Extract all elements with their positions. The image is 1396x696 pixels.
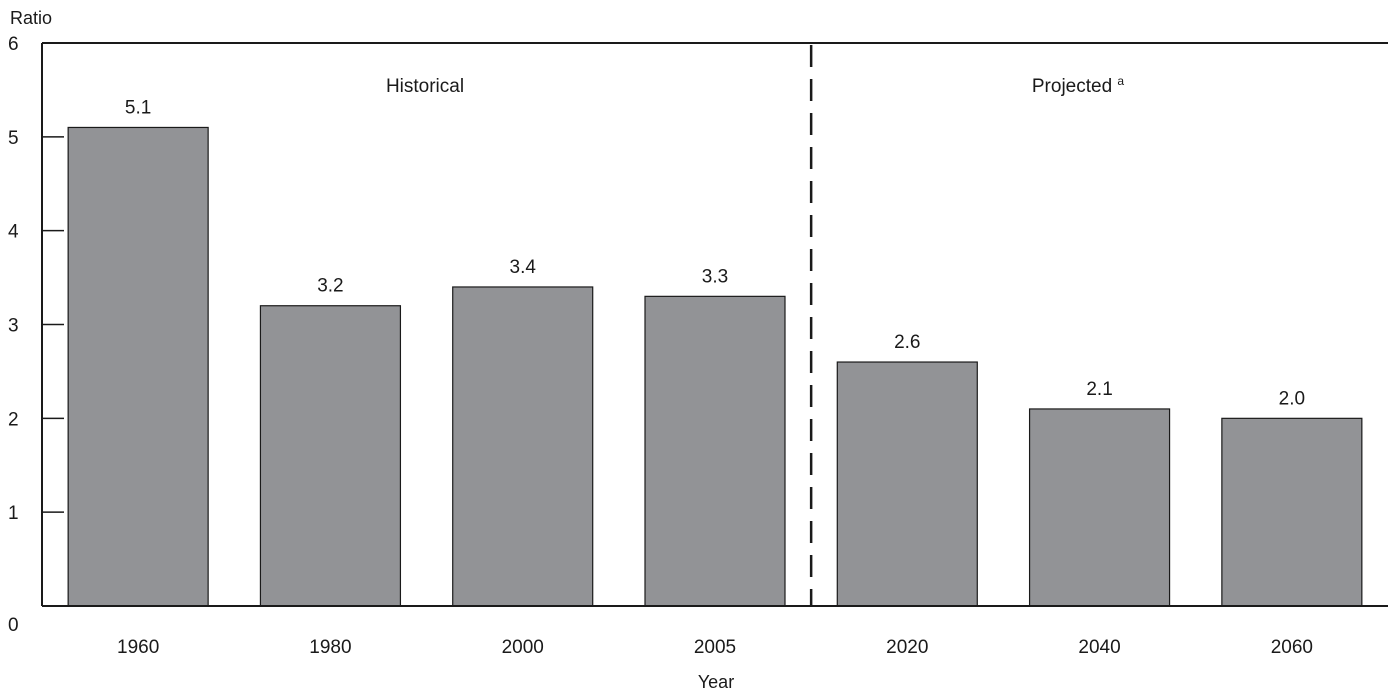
bar-value-label: 2.1	[1086, 379, 1112, 400]
y-tick-label: 6	[8, 34, 19, 55]
x-tick-label: 2005	[694, 637, 736, 658]
x-tick-label: 1980	[309, 637, 351, 658]
bar-2000	[452, 286, 594, 607]
bar-value-label: 5.1	[125, 97, 151, 118]
bar-2040	[1028, 408, 1171, 607]
y-tick-label: 1	[8, 503, 19, 524]
x-axis-title: Year	[698, 672, 734, 692]
y-axis: 0 1 2 3 4 5 6	[8, 34, 64, 636]
bar-value-label: 3.3	[702, 266, 728, 287]
region-label-historical: Historical	[386, 76, 464, 97]
x-tick-label: 2060	[1271, 637, 1313, 658]
y-tick-label: 4	[8, 222, 19, 243]
y-tick-label: 3	[8, 316, 19, 337]
y-tick-label: 5	[8, 128, 19, 149]
bar-value-label: 2.6	[894, 332, 920, 353]
projected-footnote-marker: a	[1117, 74, 1124, 88]
region-label-projected: Projected a	[1032, 74, 1125, 97]
bar-2060	[1221, 417, 1363, 607]
x-axis: 1960 1980 2000 2005 2020 2040 2060	[117, 637, 1313, 658]
x-tick-label: 2000	[502, 637, 544, 658]
bar-value-label: 2.0	[1279, 388, 1305, 409]
bar-value-label: 3.4	[510, 257, 537, 278]
x-tick-label: 2020	[886, 637, 928, 658]
bar-value-label: 3.2	[317, 276, 343, 297]
y-tick-label: 0	[8, 615, 19, 636]
plot-frame	[41, 42, 1388, 607]
bar-1980	[259, 305, 402, 607]
x-tick-label: 1960	[117, 637, 159, 658]
y-axis-title: Ratio	[10, 8, 52, 28]
bars: 5.1 3.2 3.4 3.3 2.6 2.1 2.0	[67, 97, 1363, 607]
bar-2020	[836, 361, 978, 607]
bar-1960	[67, 126, 209, 607]
bar-2005	[644, 295, 786, 607]
x-tick-label: 2040	[1078, 637, 1120, 658]
y-tick-label: 2	[8, 409, 19, 430]
